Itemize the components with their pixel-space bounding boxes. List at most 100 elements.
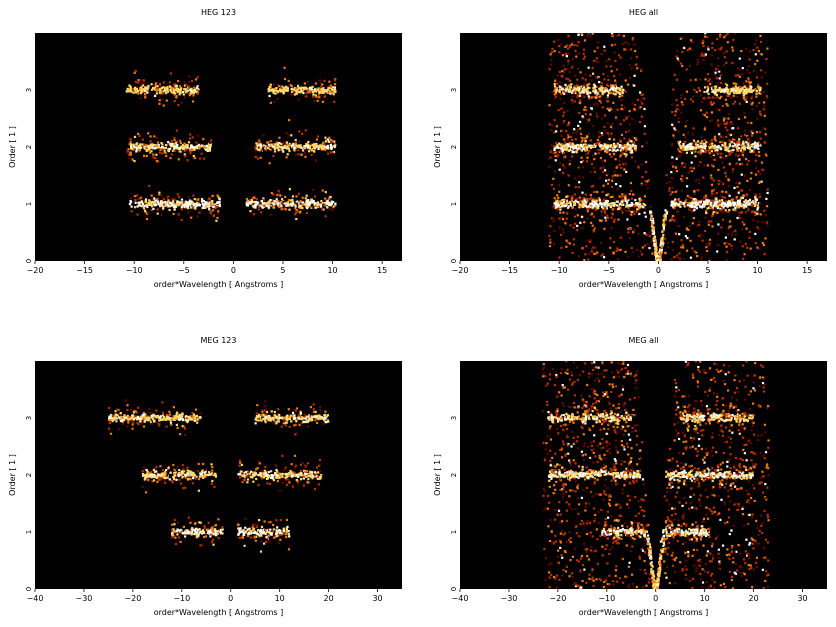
panel-title: HEG 123 (201, 8, 236, 17)
order-band-cell (272, 528, 275, 531)
order-band-cell (618, 87, 622, 90)
order-band-cell (167, 195, 170, 198)
order-band-cell (625, 203, 628, 206)
order-band-cell (190, 216, 193, 219)
order-band-cell (565, 77, 568, 80)
background-event (569, 123, 572, 126)
order-band-cell (584, 89, 587, 92)
order-band-cell (313, 150, 316, 153)
background-event (744, 211, 747, 214)
order-band-cell (150, 150, 153, 153)
order-band-cell (126, 90, 129, 93)
background-event (603, 125, 606, 128)
order-band-cell (685, 147, 688, 150)
order-band-cell (290, 85, 293, 88)
background-event (549, 241, 552, 244)
order-band-cell (744, 199, 747, 202)
order-band-cell (247, 532, 250, 536)
order-band-cell (567, 88, 570, 91)
order-band-cell (627, 198, 630, 202)
background-event (606, 94, 609, 97)
background-event (585, 81, 588, 85)
order-band-cell (291, 90, 294, 94)
order-band-cell (295, 92, 298, 96)
order-band-cell (262, 144, 265, 147)
zero-order-event (664, 215, 667, 218)
background-event (576, 44, 579, 47)
order-band-cell (574, 199, 577, 202)
background-event (755, 131, 758, 134)
order-band-cell (184, 535, 187, 538)
order-band-cell (267, 205, 270, 208)
background-event (715, 192, 718, 195)
order-band-cell (185, 83, 188, 86)
background-event (761, 221, 764, 224)
order-band-cell (332, 93, 335, 96)
background-event (599, 157, 602, 160)
order-band-cell (210, 526, 213, 529)
order-band-cell (563, 156, 566, 159)
background-event (577, 33, 580, 36)
order-band-cell (183, 84, 186, 87)
background-event (625, 170, 628, 173)
background-event (747, 159, 750, 163)
order-band-cell (268, 87, 271, 91)
background-event (614, 207, 617, 210)
background-event (677, 198, 680, 201)
order-band-cell (173, 92, 177, 95)
background-event (711, 42, 714, 45)
zero-order-event (655, 256, 658, 259)
order-band-cell (742, 91, 745, 95)
order-band-cell (630, 156, 634, 159)
order-band-cell (249, 536, 253, 539)
order-band-cell (563, 198, 566, 201)
background-event (732, 231, 735, 234)
background-event (571, 57, 574, 61)
order-band-cell (275, 141, 279, 144)
order-band-cell (212, 543, 215, 546)
background-event (590, 206, 593, 209)
background-event (613, 240, 616, 244)
background-event (577, 67, 580, 70)
order-band-cell (630, 140, 633, 143)
order-band-cell (745, 85, 749, 88)
order-band-cell (582, 197, 585, 200)
order-band-cell (711, 142, 714, 145)
background-event (698, 189, 701, 192)
order-band-cell (586, 87, 589, 90)
order-band-cell (329, 84, 333, 87)
zero-order-event (652, 228, 655, 231)
order-band-cell (265, 536, 268, 539)
order-band-cell (214, 203, 217, 206)
order-band-cell (180, 206, 183, 209)
order-band-cell (559, 86, 562, 89)
background-event (697, 164, 700, 167)
order-band-cell (272, 193, 275, 196)
background-event (737, 117, 740, 121)
order-band-cell (721, 144, 724, 147)
background-event (558, 226, 561, 229)
order-band-cell (143, 201, 146, 204)
order-band-cell (561, 88, 564, 91)
order-band-cell (185, 529, 188, 532)
zero-order-event (653, 231, 656, 234)
order-band-cell (176, 521, 179, 524)
background-event (763, 101, 766, 104)
background-event (748, 58, 751, 61)
order-band-cell (728, 209, 731, 212)
order-band-cell (201, 207, 204, 210)
background-event (757, 205, 760, 208)
background-event (624, 79, 627, 82)
order-band-cell (721, 199, 724, 202)
order-band-cell (289, 84, 292, 87)
order-band-cell (738, 189, 742, 192)
background-event (735, 181, 738, 184)
order-band-cell (718, 146, 721, 149)
background-event (595, 57, 598, 60)
order-band-cell (558, 88, 561, 91)
order-band-cell (328, 197, 331, 200)
background-event (586, 85, 589, 88)
background-event (582, 176, 585, 179)
order-band-cell (194, 89, 197, 92)
background-event (597, 75, 600, 78)
